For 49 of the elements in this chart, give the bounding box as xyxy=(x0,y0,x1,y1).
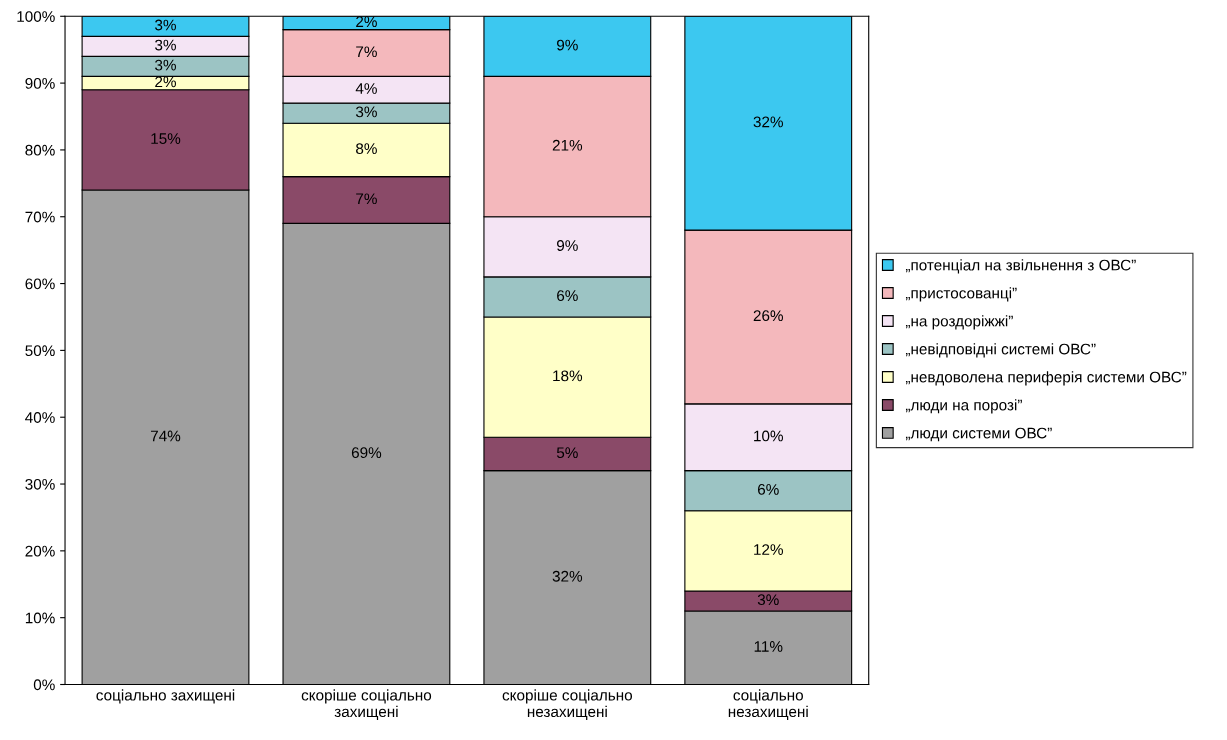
data-label: 6% xyxy=(757,484,779,495)
y-tick-label: 70% xyxy=(25,211,55,223)
x-tick-label: скоріше соціально захищені xyxy=(301,689,432,720)
data-label: 3% xyxy=(155,59,176,71)
y-tick-label: 0% xyxy=(33,679,55,691)
data-label: 74% xyxy=(150,430,181,442)
data-label: 3% xyxy=(757,594,779,606)
data-label: 2% xyxy=(356,16,377,27)
data-label: 4% xyxy=(355,83,377,94)
y-tick-label: 50% xyxy=(25,345,55,357)
data-label: 6% xyxy=(557,290,578,302)
data-label: 10% xyxy=(754,430,783,442)
data-label: 7% xyxy=(356,46,377,58)
data-label: 3% xyxy=(355,106,377,118)
data-label: 26% xyxy=(753,310,783,322)
data-label: 12% xyxy=(754,544,783,555)
data-label: 3% xyxy=(155,39,176,51)
x-tick-label: соціально захищені xyxy=(96,689,235,704)
data-label: 9% xyxy=(557,240,578,251)
y-tick-label: 20% xyxy=(25,545,55,557)
y-tick-label: 30% xyxy=(25,478,55,490)
legend-label: „на роздоріжжі” xyxy=(905,315,1013,330)
y-tick-label: 40% xyxy=(25,412,55,423)
legend-label: „потенціал на звільнення з ОВС” xyxy=(905,259,1136,274)
data-label: 15% xyxy=(151,133,181,144)
legend-label: „люди на порозі” xyxy=(905,399,1022,414)
legend-label: „невдоволена периферія системи ОВС” xyxy=(905,371,1187,386)
legend-label: „пристосованці” xyxy=(905,287,1017,302)
x-tick-label: соціально незахищені xyxy=(728,689,808,720)
y-tick-label: 60% xyxy=(25,278,55,290)
y-tick-label: 80% xyxy=(25,144,55,156)
data-label: 8% xyxy=(356,143,377,155)
data-label: 18% xyxy=(553,370,583,382)
data-label: 32% xyxy=(753,116,783,128)
data-label: 5% xyxy=(556,447,578,459)
x-tick-label: скоріше соціально незахищені xyxy=(502,689,633,720)
legend-label: „невідповідні системі ОВС” xyxy=(905,343,1096,358)
data-label: 9% xyxy=(557,39,578,51)
data-label: 11% xyxy=(754,641,783,652)
y-tick-label: 100% xyxy=(17,11,55,22)
y-tick-label: 90% xyxy=(25,77,55,89)
data-label: 2% xyxy=(155,76,176,88)
data-label: 21% xyxy=(552,139,583,151)
legend-label: „люди системи ОВС” xyxy=(905,427,1052,442)
data-label: 7% xyxy=(356,193,377,205)
y-tick-label: 10% xyxy=(25,612,55,624)
data-label: 3% xyxy=(155,19,176,31)
data-label: 69% xyxy=(351,447,382,459)
data-label: 32% xyxy=(552,570,583,582)
